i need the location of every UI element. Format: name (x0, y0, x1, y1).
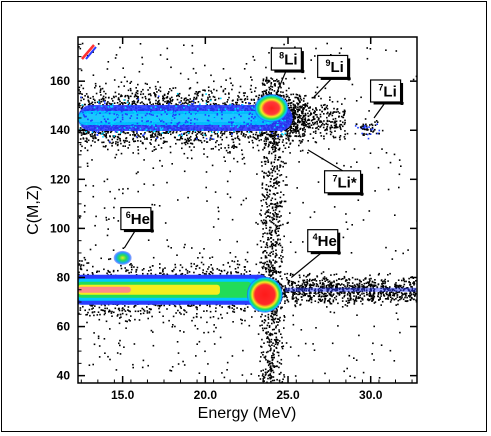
annotation-label: 7Li* (332, 173, 356, 191)
annotation-arrow (275, 69, 287, 94)
annotation-6he: 6He (120, 206, 154, 249)
y-tick-label: 100 (50, 221, 70, 235)
annotation-arrow (123, 229, 137, 249)
y-tick-label: 140 (50, 123, 70, 137)
y-tick-label: 80 (57, 270, 71, 284)
y-axis-label: C(M,Z) (25, 185, 42, 235)
annotations: 8Li 9Li 7Li 7Li* 6He 4He (120, 47, 404, 278)
annotation-label: 7Li (378, 82, 396, 100)
annotation-8li: 8Li (270, 47, 305, 94)
x-axis-label: Energy (MeV) (198, 405, 297, 422)
annotation-arrow (290, 251, 324, 278)
x-tick-label: 25.0 (276, 388, 300, 402)
he4-band-4 (78, 286, 131, 293)
annotation-arrow (307, 149, 343, 172)
he4-peak (246, 276, 283, 313)
annotation-9li: 9Li (312, 54, 351, 99)
y-tick-label: 160 (50, 74, 70, 88)
y-tick-label: 60 (57, 320, 71, 334)
figure-frame (1, 1, 487, 432)
annotation-4he: 4He (290, 229, 341, 278)
li8-peak (254, 94, 289, 123)
annotation-7li: 7Li (369, 79, 404, 119)
annotation-label: 9Li (325, 58, 343, 76)
x-tick-label: 30.0 (359, 388, 383, 402)
annotation-arrow (373, 101, 387, 119)
y-tick-label: 40 (57, 369, 71, 383)
annotation-label: 8Li (279, 51, 297, 69)
annotation-arrow (312, 77, 334, 99)
y-tick-label: 120 (50, 172, 70, 186)
annotation-label: 4He (313, 232, 337, 250)
x-tick-label: 20.0 (194, 388, 218, 402)
density-bands (78, 44, 417, 313)
he6-blob (113, 250, 132, 265)
he4-tail (284, 287, 417, 292)
plot-area-border (77, 36, 418, 384)
x-tick-label: 15.0 (111, 388, 135, 402)
annotation-7li-star: 7Li* (307, 149, 364, 196)
annotation-label: 6He (126, 210, 150, 228)
corner-marks (81, 44, 95, 60)
axes: 15.0 20.0 25.0 30.0 40 60 80 100 120 140 160 (50, 37, 417, 402)
